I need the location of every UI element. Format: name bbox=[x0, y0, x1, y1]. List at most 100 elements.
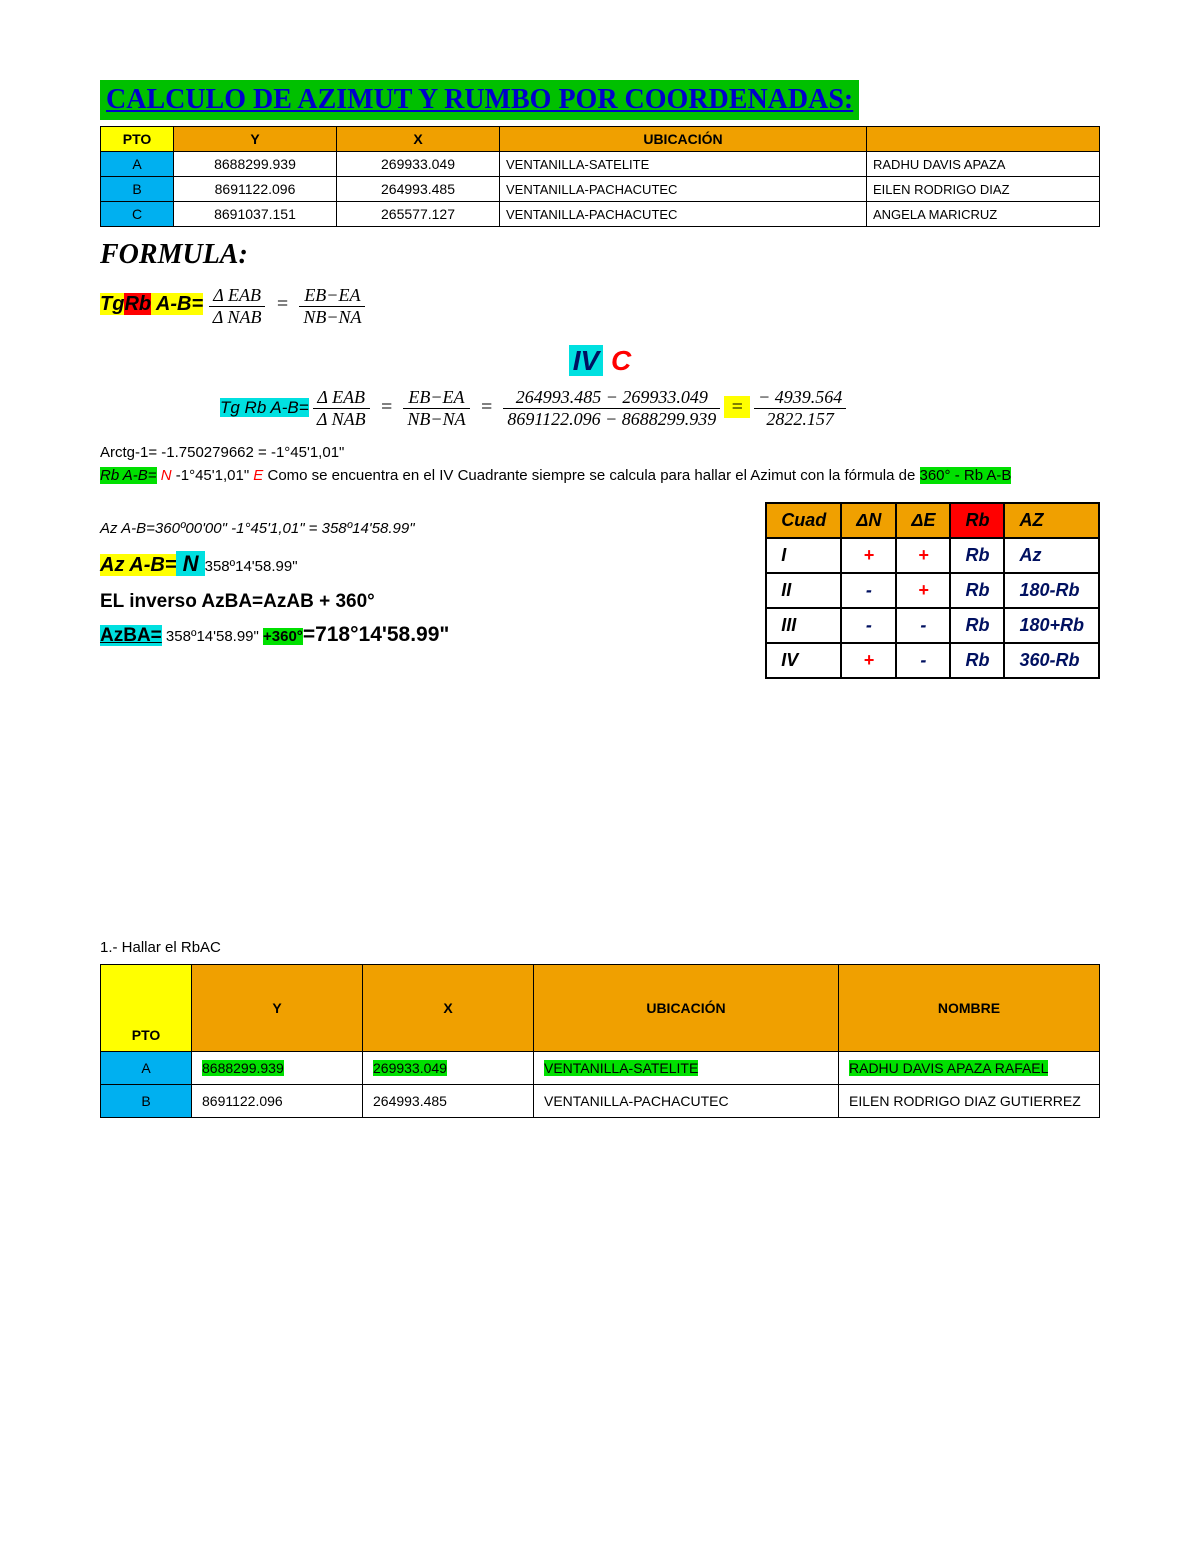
frac-den: 2822.157 bbox=[754, 409, 846, 430]
az-lbl: Az A-B= bbox=[100, 554, 176, 576]
q-az: 180+Rb bbox=[1004, 608, 1099, 643]
q-dn: - bbox=[841, 573, 896, 608]
q-de: - bbox=[896, 608, 950, 643]
rb-val: -1°45'1,01" bbox=[176, 467, 249, 484]
coords-table: PTO Y X UBICACIÓN A 8688299.939 269933.0… bbox=[100, 126, 1100, 227]
q-az: Az bbox=[1004, 538, 1099, 573]
az-result-line: Az A-B= N 358º14'58.99" bbox=[100, 551, 745, 577]
az-calc-line: Az A-B=360º00'00" -1°45'1,01" = 358º14'5… bbox=[100, 520, 745, 537]
page-title: CALCULO DE AZIMUT Y RUMBO POR COORDENADA… bbox=[100, 80, 859, 120]
q-rb: Rb bbox=[950, 608, 1004, 643]
rb-hl: 360° - Rb A-B bbox=[920, 467, 1012, 484]
th-pto: PTO bbox=[101, 127, 174, 152]
th-az: AZ bbox=[1004, 503, 1099, 538]
cell-x: 264993.485 bbox=[337, 177, 500, 202]
th-rb: Rb bbox=[950, 503, 1004, 538]
inverse-line: EL inverso AzBA=AzAB + 360° bbox=[100, 591, 745, 613]
q-az: 180-Rb bbox=[1004, 573, 1099, 608]
th-y: Y bbox=[192, 964, 363, 1051]
cell-x: 265577.127 bbox=[337, 202, 500, 227]
th-spare bbox=[867, 127, 1100, 152]
iv-text: IV bbox=[569, 345, 603, 376]
table-row: A 8688299.939 269933.049 VENTANILLA-SATE… bbox=[101, 152, 1100, 177]
q-dn: + bbox=[841, 643, 896, 678]
azba-line: AzBA= 358º14'58.99" +360°=718°14'58.99" bbox=[100, 623, 745, 647]
th-ubic: UBICACIÓN bbox=[534, 964, 839, 1051]
cell-ubic: VENTANILLA-PACHACUTEC bbox=[534, 1084, 839, 1117]
q-c: I bbox=[766, 538, 841, 573]
frac-num: 264993.485 − 269933.049 bbox=[503, 387, 720, 409]
q-rb: Rb bbox=[950, 538, 1004, 573]
cell-pto: A bbox=[101, 152, 174, 177]
cell-x: 264993.485 bbox=[363, 1084, 534, 1117]
cell-ubic: VENTANILLA-PACHACUTEC bbox=[500, 202, 867, 227]
q-c: II bbox=[766, 573, 841, 608]
q-de: - bbox=[896, 643, 950, 678]
tg-label: Tg bbox=[100, 293, 124, 315]
th-x: X bbox=[337, 127, 500, 152]
frac-num: − 4939.564 bbox=[754, 387, 846, 409]
arctg-line: Arctg-1= -1.750279662 = -1°45'1,01" bbox=[100, 444, 1100, 461]
th-de: ΔE bbox=[896, 503, 950, 538]
formula-numeric: Tg Rb A-B= Δ EABΔ NAB = EB−EANB−NA = 264… bbox=[220, 387, 1100, 429]
q-rb: Rb bbox=[950, 573, 1004, 608]
th-ubic: UBICACIÓN bbox=[500, 127, 867, 152]
frac-den: NB−NA bbox=[403, 409, 469, 430]
table-row: B 8691122.096 264993.485 VENTANILLA-PACH… bbox=[101, 1084, 1100, 1117]
azba-a: 358º14'58.99" bbox=[162, 628, 263, 645]
cell-ubic: VENTANILLA-PACHACUTEC bbox=[500, 177, 867, 202]
cell-name: EILEN RODRIGO DIAZ bbox=[867, 177, 1100, 202]
q-dn: + bbox=[841, 538, 896, 573]
table-row: C 8691037.151 265577.127 VENTANILLA-PACH… bbox=[101, 202, 1100, 227]
table-row: B 8691122.096 264993.485 VENTANILLA-PACH… bbox=[101, 177, 1100, 202]
az-val: 358º14'58.99" bbox=[205, 558, 298, 575]
q-de: + bbox=[896, 573, 950, 608]
frac-den: 8691122.096 − 8688299.939 bbox=[503, 409, 720, 430]
azba-b: +360° bbox=[263, 628, 303, 645]
cell-ubic: VENTANILLA-SATELITE bbox=[500, 152, 867, 177]
azba-lbl: AzBA= bbox=[100, 625, 162, 646]
cell-name: RADHU DAVIS APAZA RAFAEL bbox=[849, 1060, 1048, 1076]
frac-num: Δ EAB bbox=[313, 387, 370, 409]
cell-name: EILEN RODRIGO DIAZ GUTIERREZ bbox=[839, 1084, 1100, 1117]
q-c: IV bbox=[766, 643, 841, 678]
cell-x: 269933.049 bbox=[337, 152, 500, 177]
th-y: Y bbox=[174, 127, 337, 152]
coords-table-2: PTO Y X UBICACIÓN NOMBRE A 8688299.939 2… bbox=[100, 964, 1100, 1118]
c-text: C bbox=[603, 345, 631, 376]
cell-y: 8688299.939 bbox=[174, 152, 337, 177]
cell-ubic: VENTANILLA-SATELITE bbox=[544, 1060, 698, 1076]
cell-pto: C bbox=[101, 202, 174, 227]
cell-y: 8691037.151 bbox=[174, 202, 337, 227]
cell-pto: A bbox=[101, 1051, 192, 1084]
q-de: + bbox=[896, 538, 950, 573]
th-nombre: NOMBRE bbox=[839, 964, 1100, 1051]
th-x: X bbox=[363, 964, 534, 1051]
rb-n: N bbox=[157, 467, 176, 484]
cell-pto: B bbox=[101, 177, 174, 202]
q-rb: Rb bbox=[950, 643, 1004, 678]
frac-num: EB−EA bbox=[403, 387, 469, 409]
frac-den: Δ NAB bbox=[313, 409, 370, 430]
frac-num: Δ EAB bbox=[209, 285, 266, 307]
th-dn: ΔN bbox=[841, 503, 896, 538]
az-n: N bbox=[176, 551, 204, 576]
formula-tg-rb: TgRb A-B= Δ EABΔ NAB = EB−EANB−NA bbox=[100, 285, 1100, 327]
th-pto: PTO bbox=[101, 964, 192, 1051]
lhs-label: Tg Rb A-B= bbox=[220, 398, 309, 417]
cell-pto: B bbox=[101, 1084, 192, 1117]
table-row: A 8688299.939 269933.049 VENTANILLA-SATE… bbox=[101, 1051, 1100, 1084]
cell-x: 269933.049 bbox=[373, 1060, 447, 1076]
th-cuad: Cuad bbox=[766, 503, 841, 538]
frac-den: Δ NAB bbox=[209, 307, 266, 328]
frac-den: NB−NA bbox=[299, 307, 365, 328]
q-c: III bbox=[766, 608, 841, 643]
q-az: 360-Rb bbox=[1004, 643, 1099, 678]
rb-label: Rb bbox=[124, 293, 151, 315]
q-dn: - bbox=[841, 608, 896, 643]
quadrant-label: IV C bbox=[100, 345, 1100, 377]
cell-y: 8691122.096 bbox=[192, 1084, 363, 1117]
rb-txt: Como se encuentra en el IV Cuadrante sie… bbox=[267, 467, 919, 484]
cell-name: RADHU DAVIS APAZA bbox=[867, 152, 1100, 177]
cell-y: 8691122.096 bbox=[174, 177, 337, 202]
